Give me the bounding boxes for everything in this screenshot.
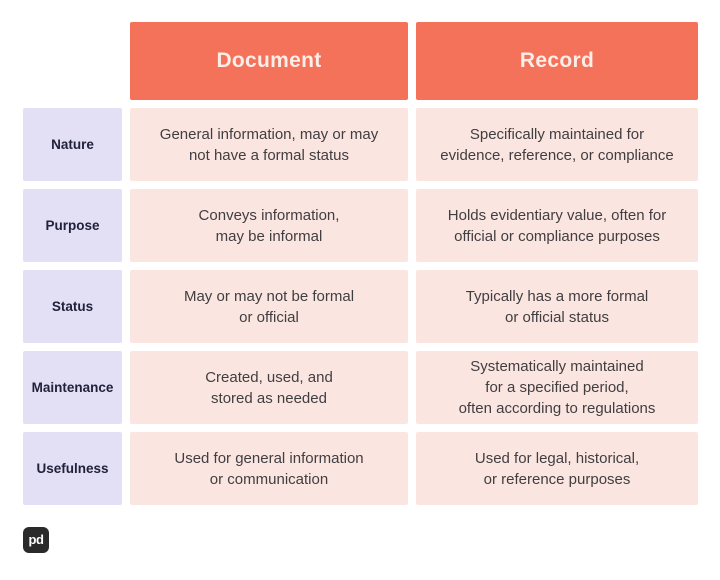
row-label-maintenance: Maintenance	[23, 351, 122, 424]
cell-record-nature: Specifically maintained for evidence, re…	[416, 108, 698, 181]
cell-document-status: May or may not be formal or official	[130, 270, 408, 343]
cell-document-purpose: Conveys information, may be informal	[130, 189, 408, 262]
row-label-status: Status	[23, 270, 122, 343]
header-spacer	[23, 22, 122, 100]
row-label-nature: Nature	[23, 108, 122, 181]
pandadoc-logo: pd	[23, 527, 49, 553]
cell-record-maintenance: Systematically maintained for a specifie…	[416, 351, 698, 424]
column-header-record: Record	[416, 22, 698, 100]
cell-record-usefulness: Used for legal, historical, or reference…	[416, 432, 698, 505]
cell-document-nature: General information, may or may not have…	[130, 108, 408, 181]
cell-document-usefulness: Used for general information or communic…	[130, 432, 408, 505]
pandadoc-logo-text: pd	[28, 531, 44, 547]
row-label-usefulness: Usefulness	[23, 432, 122, 505]
column-header-document: Document	[130, 22, 408, 100]
comparison-table: Document Record Nature General informati…	[23, 22, 698, 505]
cell-record-purpose: Holds evidentiary value, often for offic…	[416, 189, 698, 262]
cell-record-status: Typically has a more formal or official …	[416, 270, 698, 343]
row-label-purpose: Purpose	[23, 189, 122, 262]
cell-document-maintenance: Created, used, and stored as needed	[130, 351, 408, 424]
